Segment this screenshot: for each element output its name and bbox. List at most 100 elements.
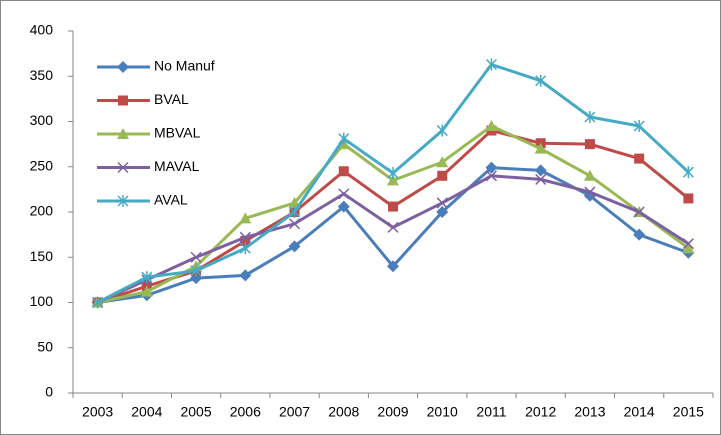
x-tick-label: 2014 [624, 404, 655, 420]
marker [683, 193, 694, 204]
marker-shape [535, 173, 547, 185]
marker-shape [436, 156, 449, 168]
marker [633, 120, 645, 133]
y-tick-label: 100 [30, 293, 54, 309]
marker [534, 164, 547, 177]
y-tick-label: 350 [30, 67, 54, 83]
marker-shape [239, 231, 251, 243]
marker [388, 201, 398, 212]
marker [239, 231, 251, 243]
marker [118, 95, 128, 106]
x-tick-label: 2011 [476, 404, 506, 420]
marker [633, 206, 645, 218]
marker-shape [682, 242, 695, 254]
x-tick-label: 2009 [377, 404, 408, 420]
y-tick-label: 150 [30, 248, 54, 264]
marker [534, 142, 547, 154]
marker-shape [485, 120, 498, 132]
x-tick-label: 2008 [328, 404, 359, 420]
x-tick-label: 2015 [673, 404, 704, 420]
marker [387, 167, 399, 180]
marker [535, 74, 547, 87]
marker [436, 156, 449, 168]
marker [140, 285, 153, 297]
marker [190, 251, 202, 263]
legend-label: AVAL [154, 192, 188, 208]
marker [239, 212, 252, 224]
marker-shape [117, 161, 129, 174]
marker [634, 153, 645, 164]
marker-shape [190, 251, 202, 263]
marker [387, 174, 399, 186]
marker-shape [534, 142, 547, 154]
x-tick-label: 2013 [574, 404, 605, 420]
x-tick-label: 2012 [525, 404, 556, 420]
marker [92, 296, 104, 309]
marker [436, 197, 448, 209]
marker [239, 242, 251, 255]
y-tick-label: 0 [45, 384, 53, 400]
marker-shape [338, 166, 349, 177]
marker [338, 188, 350, 200]
marker [117, 61, 129, 73]
legend-label: MBVAL [154, 125, 201, 141]
y-tick-label: 300 [30, 112, 54, 128]
marker-shape [117, 128, 129, 139]
marker [633, 228, 646, 241]
marker [583, 169, 596, 181]
marker [117, 195, 129, 207]
marker [239, 269, 252, 282]
marker [117, 161, 129, 174]
marker [485, 58, 497, 71]
marker-shape [140, 285, 153, 297]
legend-label: MAVAL [154, 158, 200, 174]
marker [387, 260, 399, 273]
marker [337, 200, 350, 213]
marker-shape [387, 221, 399, 233]
y-tick-label: 400 [30, 22, 54, 38]
marker [682, 242, 695, 254]
marker-shape [288, 240, 301, 253]
marker-shape [437, 170, 448, 181]
marker [436, 124, 448, 137]
marker [338, 132, 350, 145]
marker-shape [584, 186, 596, 198]
marker [584, 139, 595, 150]
marker-shape [289, 218, 301, 230]
marker-shape [240, 235, 251, 246]
x-tick-label: 2004 [131, 404, 162, 420]
marker-shape [387, 174, 399, 186]
marker [584, 110, 596, 123]
marker [437, 170, 448, 181]
marker-shape [583, 169, 596, 181]
marker-shape [118, 95, 128, 106]
marker [436, 206, 449, 218]
marker [141, 271, 153, 284]
marker-shape [436, 197, 448, 209]
marker [682, 238, 694, 250]
marker [584, 186, 596, 198]
x-tick-label: 2007 [279, 404, 310, 420]
y-tick-label: 200 [30, 203, 54, 219]
marker-shape [534, 164, 547, 177]
marker-shape [584, 139, 595, 150]
marker [289, 218, 301, 230]
marker-shape [436, 206, 449, 218]
marker-shape [683, 193, 694, 204]
marker [485, 120, 498, 132]
marker [682, 166, 694, 179]
x-tick-label: 2006 [230, 404, 261, 420]
marker [485, 170, 497, 182]
marker-shape [485, 161, 498, 174]
marker-shape [117, 61, 129, 73]
marker-shape [387, 260, 399, 273]
marker [387, 221, 399, 233]
marker-shape [239, 269, 252, 282]
marker [338, 166, 349, 177]
marker-shape [338, 188, 350, 200]
x-tick-label: 2005 [180, 404, 211, 420]
marker-shape [388, 201, 398, 212]
legend-label: No Manuf [154, 58, 215, 74]
marker [288, 240, 301, 253]
